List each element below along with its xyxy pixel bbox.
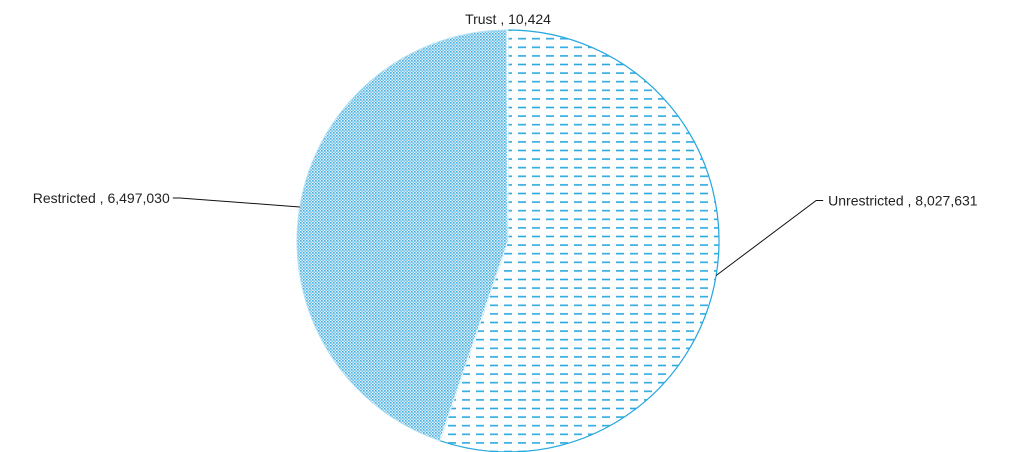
slice-restricted xyxy=(296,29,509,442)
slice-labels: Unrestricted , 8,027,631 Restricted , 6,4… xyxy=(33,11,978,209)
label-restricted: Restricted , 6,497,030 xyxy=(33,190,170,206)
pie-slices xyxy=(296,29,720,452)
label-trust: Trust , 10,424 xyxy=(465,11,551,27)
pie-outline xyxy=(296,29,720,452)
leader-restricted xyxy=(172,197,300,208)
leader-lines xyxy=(172,197,824,276)
leader-unrestricted xyxy=(715,200,824,276)
slice-trust xyxy=(506,29,509,242)
label-unrestricted: Unrestricted , 8,027,631 xyxy=(828,193,978,209)
slice-unrestricted xyxy=(439,29,720,452)
